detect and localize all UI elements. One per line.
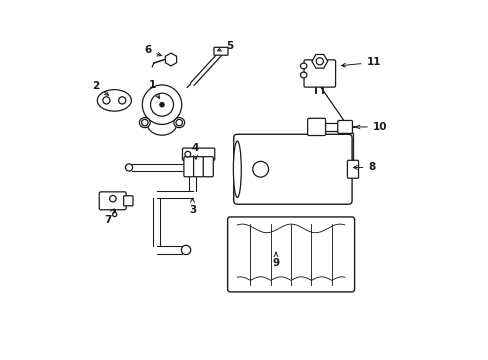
Polygon shape: [311, 54, 327, 68]
Ellipse shape: [300, 63, 306, 69]
Text: 5: 5: [217, 41, 233, 51]
Circle shape: [252, 161, 268, 177]
FancyBboxPatch shape: [99, 192, 126, 210]
Polygon shape: [165, 53, 176, 66]
Circle shape: [109, 195, 116, 202]
FancyBboxPatch shape: [304, 60, 335, 87]
FancyBboxPatch shape: [182, 148, 214, 160]
FancyBboxPatch shape: [227, 217, 354, 292]
Text: 3: 3: [188, 198, 196, 216]
FancyBboxPatch shape: [183, 157, 194, 177]
FancyBboxPatch shape: [123, 196, 133, 206]
Ellipse shape: [233, 141, 241, 198]
Ellipse shape: [97, 90, 131, 111]
FancyBboxPatch shape: [214, 47, 227, 55]
Circle shape: [112, 212, 117, 217]
Ellipse shape: [174, 118, 184, 128]
Text: 11: 11: [341, 57, 380, 67]
Text: 9: 9: [272, 252, 279, 268]
Text: 4: 4: [191, 143, 198, 159]
Ellipse shape: [139, 118, 150, 128]
FancyBboxPatch shape: [307, 118, 325, 135]
Text: 6: 6: [144, 45, 161, 56]
Circle shape: [181, 245, 190, 255]
Circle shape: [142, 85, 182, 125]
Circle shape: [184, 151, 190, 157]
Circle shape: [160, 103, 164, 107]
Text: 8: 8: [353, 162, 375, 172]
Text: 1: 1: [148, 80, 159, 99]
Ellipse shape: [300, 72, 306, 78]
Text: 2: 2: [92, 81, 108, 95]
Circle shape: [176, 120, 182, 126]
Circle shape: [119, 97, 125, 104]
FancyBboxPatch shape: [193, 157, 203, 177]
Circle shape: [102, 97, 110, 104]
Text: 10: 10: [355, 122, 386, 132]
FancyBboxPatch shape: [337, 121, 352, 134]
FancyBboxPatch shape: [203, 157, 213, 177]
Text: 7: 7: [103, 209, 114, 225]
FancyBboxPatch shape: [346, 160, 358, 178]
Circle shape: [150, 93, 173, 116]
Circle shape: [142, 120, 148, 126]
FancyBboxPatch shape: [233, 134, 351, 204]
Circle shape: [316, 58, 323, 65]
Circle shape: [125, 164, 132, 171]
Ellipse shape: [146, 110, 177, 135]
